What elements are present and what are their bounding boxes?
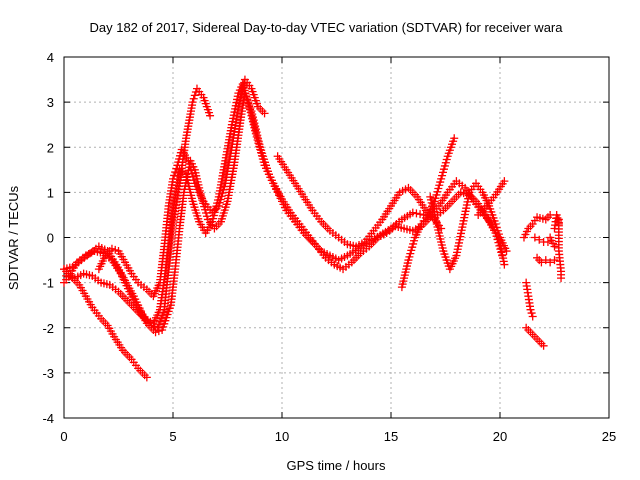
- y-tick-label: -4: [42, 411, 54, 426]
- data-point: [500, 177, 509, 186]
- x-axis: 0 5 10 15 20 25: [60, 57, 616, 444]
- series-arc-7: [397, 134, 459, 292]
- data-point: [537, 258, 546, 267]
- y-tick-label: 3: [47, 95, 54, 110]
- data-point: [535, 235, 544, 244]
- series-arc-9: [474, 177, 509, 219]
- data-point: [550, 242, 559, 251]
- series-arc-12: [522, 323, 548, 350]
- data-point: [494, 230, 503, 239]
- data-point: [546, 258, 555, 267]
- data-point: [526, 305, 535, 314]
- x-tick-label: 20: [493, 429, 507, 444]
- data-point: [408, 208, 417, 217]
- data-point: [541, 256, 550, 265]
- series-arc-5: [62, 80, 509, 328]
- series-arc-11: [522, 278, 537, 321]
- data-point: [550, 256, 559, 265]
- series-arc-14: [533, 253, 559, 267]
- x-tick-label: 10: [275, 429, 289, 444]
- data-point: [206, 111, 215, 120]
- y-tick-label: 4: [47, 50, 54, 65]
- data-point: [530, 233, 539, 242]
- y-axis: -4 -3 -2 -1 0 1 2 3 4: [42, 50, 609, 426]
- series-arc-16: [554, 215, 566, 283]
- chart-title: Day 182 of 2017, Sidereal Day-to-day VTE…: [89, 20, 563, 35]
- y-tick-label: -2: [42, 321, 54, 336]
- data-point: [502, 247, 511, 256]
- data-point: [188, 98, 197, 107]
- x-tick-label: 25: [602, 429, 616, 444]
- data-point: [260, 109, 269, 118]
- x-tick-label: 15: [384, 429, 398, 444]
- x-axis-label: GPS time / hours: [287, 458, 386, 473]
- y-tick-label: -1: [42, 276, 54, 291]
- series-arc-6: [273, 152, 446, 251]
- y-tick-label: 1: [47, 185, 54, 200]
- data-point: [142, 373, 151, 382]
- series-arc-13: [530, 233, 552, 247]
- series-arc-3: [60, 84, 215, 332]
- series-arc-17: [546, 233, 559, 251]
- y-tick-label: -3: [42, 366, 54, 381]
- y-axis-label: SDTVAR / TECUs: [6, 185, 21, 290]
- data-point: [528, 312, 537, 321]
- data-point: [416, 210, 425, 219]
- data-point: [492, 223, 501, 232]
- data-point: [500, 260, 509, 269]
- data-point: [171, 168, 180, 177]
- data-point: [557, 274, 566, 283]
- y-tick-label: 2: [47, 140, 54, 155]
- data-point: [189, 94, 198, 103]
- data-point: [539, 341, 548, 350]
- data-point: [450, 134, 459, 143]
- data-point: [412, 209, 421, 218]
- data-point: [543, 238, 552, 247]
- data-point: [491, 219, 500, 228]
- data-markers: [60, 75, 566, 382]
- y-tick-label: 0: [47, 231, 54, 246]
- x-tick-label: 5: [169, 429, 176, 444]
- x-tick-label: 0: [60, 429, 67, 444]
- data-point: [527, 309, 536, 318]
- data-point: [190, 91, 199, 100]
- data-point: [493, 226, 502, 235]
